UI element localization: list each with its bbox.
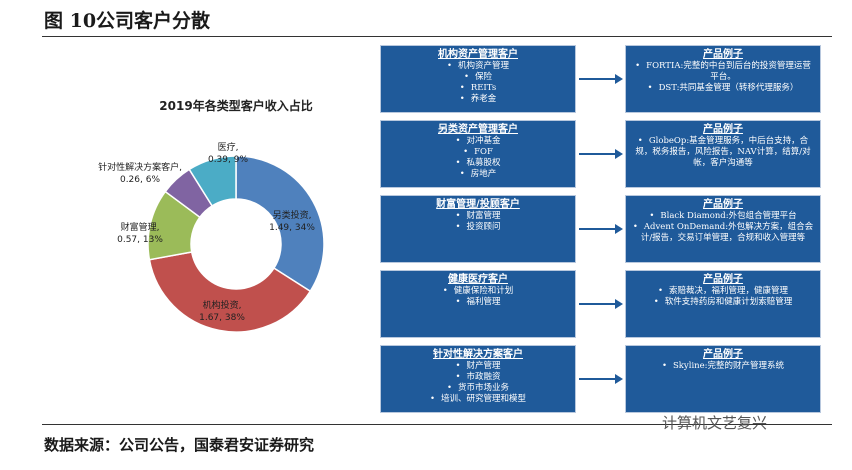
item: 索赔裁决，福利管理，健康管理 xyxy=(632,286,814,297)
arrow xyxy=(579,149,623,159)
box-title: 产品例子 xyxy=(703,199,743,210)
header-title: 图 10公司客户分散 xyxy=(44,10,211,32)
slice-category-label: 机构投资, xyxy=(203,299,242,311)
item: 财产管理 xyxy=(387,361,569,372)
product-box: 产品例子FORTIA:完整的中台到后台的投资管理运营平台。DST:共同基金管理（… xyxy=(625,45,821,113)
arrow xyxy=(579,374,623,384)
arrow xyxy=(579,74,623,84)
slice-value-label: 0.57, 13% xyxy=(117,235,163,245)
item: 培训、研究管理和模型 xyxy=(387,394,569,405)
item: 投资顾问 xyxy=(387,222,569,233)
box-title: 产品例子 xyxy=(703,49,743,60)
slice-category-label: 医疗, xyxy=(218,141,239,153)
pie-slice xyxy=(188,155,237,207)
item: 对冲基金 xyxy=(387,136,569,147)
box-title: 健康医疗客户 xyxy=(448,274,508,285)
footer-rule xyxy=(42,424,832,425)
box-title: 另类资产管理客户 xyxy=(438,124,518,135)
item-list: 财产管理市政融资货币市场业务培训、研究管理和模型 xyxy=(387,361,569,405)
box-title: 财富管理/投顾客户 xyxy=(436,199,520,210)
arrow xyxy=(579,224,623,234)
item: 机构资产管理 xyxy=(387,61,569,72)
product-box: 产品例子Skyline:完整的财产管理系统 xyxy=(625,345,821,413)
item: Advent OnDemand:外包解决方案，组合会计/报告，交易订单管理，合规… xyxy=(632,222,814,244)
watermark: 计算机文艺复兴 xyxy=(662,414,768,432)
item: 市政融资 xyxy=(387,372,569,383)
item: 私募股权 xyxy=(387,158,569,169)
pie-slice xyxy=(235,155,325,293)
item-list: 机构资产管理保险REITs养老金 xyxy=(387,61,569,105)
box-title: 产品例子 xyxy=(703,124,743,135)
header-rule xyxy=(42,36,832,37)
pie-slice xyxy=(148,251,312,333)
item: GlobeOp:基金管理服务，中后台支持，合规，税务报告，风险报告，NAV计算，… xyxy=(632,136,814,169)
client-box: 财富管理/投顾客户财富管理投资顾问 xyxy=(380,195,576,263)
chart-title: 2019年各类型客户收入占比 xyxy=(159,98,312,113)
item-list: Black Diamond:外包组合管理平台Advent OnDemand:外包… xyxy=(632,211,814,244)
item: 货币市场业务 xyxy=(387,383,569,394)
slice-category-label: 另类投资, xyxy=(273,209,312,221)
item-list: FORTIA:完整的中台到后台的投资管理运营平台。DST:共同基金管理（转移代理… xyxy=(632,61,814,94)
slice-category-label: 财富管理, xyxy=(121,221,160,233)
item-list: 健康保险和计划福利管理 xyxy=(387,286,569,308)
item: 房地产 xyxy=(387,169,569,180)
item: REITs xyxy=(387,83,569,94)
client-box: 健康医疗客户健康保险和计划福利管理 xyxy=(380,270,576,338)
item: Black Diamond:外包组合管理平台 xyxy=(632,211,814,222)
item-list: Skyline:完整的财产管理系统 xyxy=(632,361,814,372)
chart: 2019年各类型客户收入占比 另类投资, 1.49, 34% 机构投资, 1.67, … xyxy=(98,98,325,333)
item: 保险 xyxy=(387,72,569,83)
item: FOF xyxy=(387,147,569,158)
box-title: 针对性解决方案客户 xyxy=(433,349,523,360)
item-list: 索赔裁决，福利管理，健康管理软件支持药房和健康计划索赔管理 xyxy=(632,286,814,308)
arrow xyxy=(579,299,623,309)
product-box: 产品例子GlobeOp:基金管理服务，中后台支持，合规，税务报告，风险报告，NA… xyxy=(625,120,821,188)
item-list: 对冲基金FOF私募股权房地产 xyxy=(387,136,569,180)
item-list: GlobeOp:基金管理服务，中后台支持，合规，税务报告，风险报告，NAV计算，… xyxy=(632,136,814,169)
slice-value-label: 1.67, 38% xyxy=(199,313,245,323)
product-box: 产品例子Black Diamond:外包组合管理平台Advent OnDeman… xyxy=(625,195,821,263)
box-title: 机构资产管理客户 xyxy=(438,49,518,60)
item: 财富管理 xyxy=(387,211,569,222)
client-box: 另类资产管理客户对冲基金FOF私募股权房地产 xyxy=(380,120,576,188)
item: FORTIA:完整的中台到后台的投资管理运营平台。 xyxy=(632,61,814,83)
box-title: 产品例子 xyxy=(703,274,743,285)
item-list: 财富管理投资顾问 xyxy=(387,211,569,233)
item: 福利管理 xyxy=(387,297,569,308)
client-box: 针对性解决方案客户财产管理市政融资货币市场业务培训、研究管理和模型 xyxy=(380,345,576,413)
slice-category-label: 针对性解决方案客户, xyxy=(98,161,182,173)
slice-value-label: 0.26, 6% xyxy=(120,175,160,185)
item: 养老金 xyxy=(387,94,569,105)
item: DST:共同基金管理（转移代理服务） xyxy=(632,83,814,94)
slice-value-label: 1.49, 34% xyxy=(269,223,315,233)
client-box: 机构资产管理客户机构资产管理保险REITs养老金 xyxy=(380,45,576,113)
item: 软件支持药房和健康计划索赔管理 xyxy=(632,297,814,308)
footer-source: 数据来源：公司公告，国泰君安证券研究 xyxy=(44,436,315,454)
product-box: 产品例子索赔裁决，福利管理，健康管理软件支持药房和健康计划索赔管理 xyxy=(625,270,821,338)
slice-value-label: 0.39, 9% xyxy=(208,155,248,165)
box-title: 产品例子 xyxy=(703,349,743,360)
item: 健康保险和计划 xyxy=(387,286,569,297)
item: Skyline:完整的财产管理系统 xyxy=(632,361,814,372)
